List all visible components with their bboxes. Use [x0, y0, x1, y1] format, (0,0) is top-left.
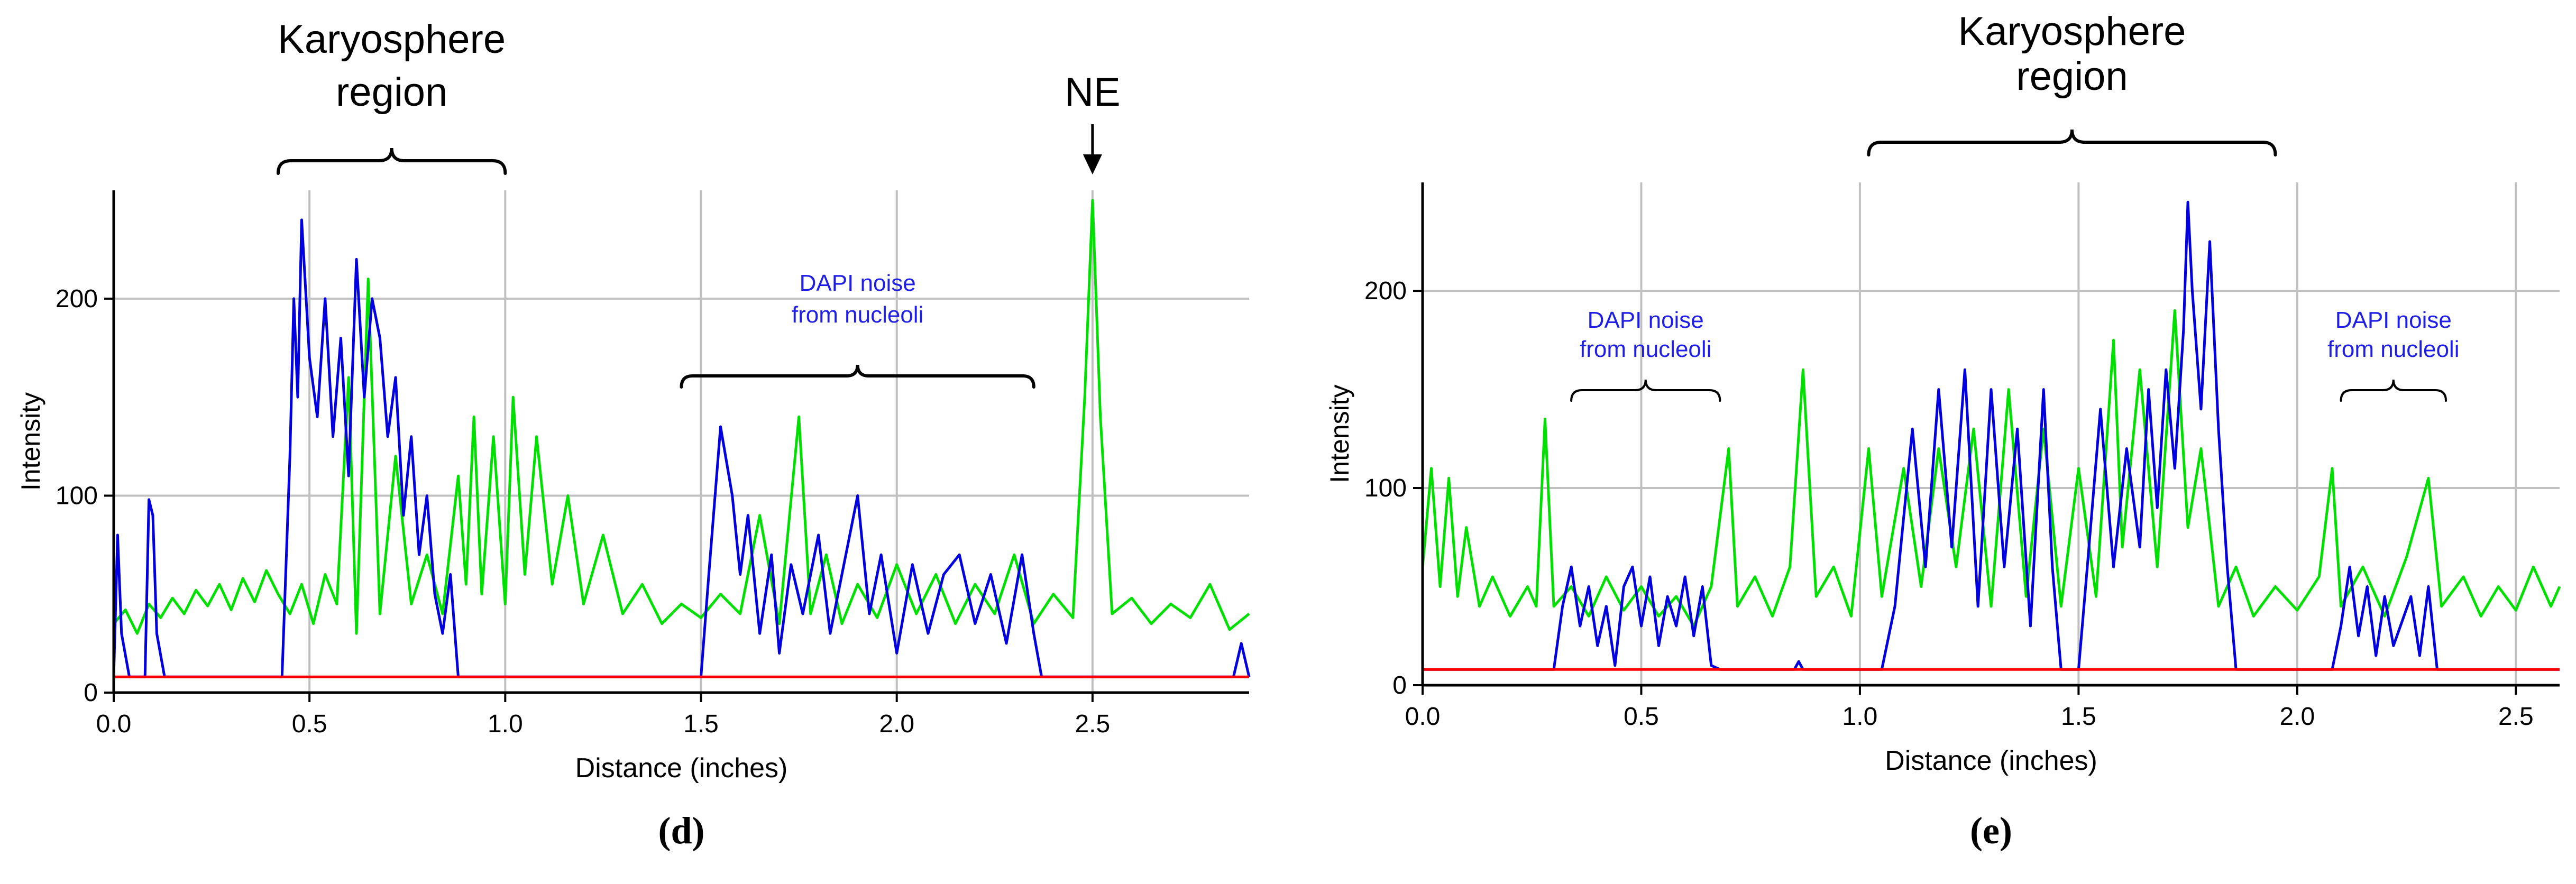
x-tick-label: 1.0: [1842, 703, 1878, 731]
series-line-blue: [1423, 200, 2560, 671]
x-tick-label: 0.0: [96, 710, 132, 738]
y-tick-label: 0: [1392, 671, 1407, 699]
annotation-text: NE: [1065, 70, 1121, 115]
x-tick-label: 1.0: [488, 710, 523, 738]
x-axis-label: Distance (inches): [575, 753, 788, 784]
x-tick-label: 1.5: [2061, 703, 2096, 731]
annotation-text: DAPI noise: [800, 270, 916, 296]
annotation-text: region: [2016, 54, 2128, 99]
annotation-text: from nucleoli: [792, 302, 923, 328]
panel-e-chart: 0.0 0.5 1.0 1.5 2.0 2.5 0 100 200 Distance (inche…: [1325, 9, 2561, 852]
y-axis-label: Intensity: [16, 392, 45, 491]
plot-area: [114, 190, 1249, 693]
annotation-bracket: [1570, 379, 1721, 402]
x-axis-label: Distance (inches): [1885, 745, 2097, 776]
series-line-green: [113, 199, 1250, 635]
annotation-bracket: [1867, 129, 2277, 156]
x-tick-label: 0.5: [1624, 703, 1659, 731]
annotation-text: from nucleoli: [2327, 336, 2459, 362]
x-tick-label: 0.0: [1405, 703, 1441, 731]
panel-label: (e): [1970, 809, 2012, 852]
x-tick-label: 2.5: [2498, 703, 2534, 731]
y-tick-label: 100: [1364, 474, 1407, 502]
annotation-text: DAPI noise: [2335, 307, 2452, 333]
series-line-blue: [112, 218, 1251, 678]
y-tick-label: 200: [1364, 277, 1407, 305]
annotation-bracket: [276, 148, 507, 175]
panel-d-chart: 0.0 0.5 1.0 1.5 2.0 2.5 0 100 200 Distance (inche…: [16, 17, 1251, 852]
annotation-bracket: [2340, 379, 2447, 402]
y-tick-label: 0: [84, 679, 98, 707]
y-tick-label: 100: [56, 482, 98, 510]
annotation-text: Karyosphere: [1958, 9, 2186, 54]
annotation-arrow-head: [1083, 154, 1102, 174]
panel-label: (d): [658, 809, 705, 852]
annotation-text: from nucleoli: [1580, 336, 1711, 362]
annotation-bracket: [680, 364, 1035, 389]
y-axis-label: Intensity: [1325, 384, 1354, 483]
annotation-text: DAPI noise: [1588, 307, 1704, 333]
x-tick-label: 0.5: [292, 710, 327, 738]
x-tick-label: 2.5: [1075, 710, 1110, 738]
annotation-text: Karyosphere: [278, 17, 506, 62]
x-tick-label: 2.0: [879, 710, 914, 738]
x-tick-label: 1.5: [683, 710, 719, 738]
y-tick-label: 200: [56, 285, 98, 313]
annotation-text: region: [336, 70, 447, 115]
x-tick-label: 2.0: [2279, 703, 2315, 731]
